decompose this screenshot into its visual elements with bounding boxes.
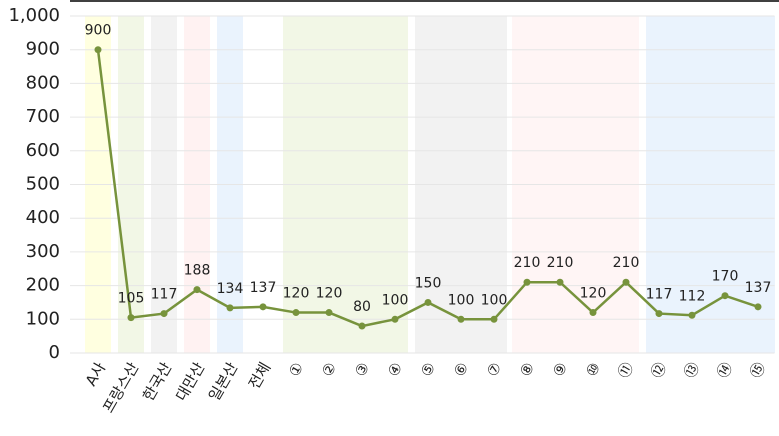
x-tick-label: A사 [82,359,110,389]
point [127,314,135,322]
point [688,311,696,319]
point [655,310,663,318]
data-label: 117 [151,287,178,303]
x-tick-label: ⑥ [450,359,472,380]
x-tick-label: 한국산 [139,359,175,404]
point [94,46,102,54]
data-label: 210 [514,255,541,271]
x-tick-label: ⑨ [549,359,571,380]
data-label: 120 [283,286,310,302]
y-tick-label: 200 [26,275,60,296]
x-tick-label: ⑩ [582,359,604,380]
y-tick-label: 700 [26,106,60,127]
data-label: 120 [316,286,343,302]
point [457,315,465,323]
data-label: 150 [415,275,442,291]
y-tick-label: 400 [26,207,60,228]
point [391,315,399,323]
y-tick-label: 1,000 [8,5,60,26]
point [358,322,366,330]
x-tick-label: ⑪ [614,359,637,381]
y-tick-label: 300 [26,241,60,262]
x-tick-label: ⑬ [680,359,703,381]
x-tick-label: 전체 [245,359,274,392]
point [589,309,597,317]
data-label: 80 [353,299,371,315]
data-label: 137 [745,280,772,296]
point [259,303,267,311]
data-label: 105 [118,291,145,307]
y-tick-label: 500 [26,174,60,195]
x-tick-label: ③ [351,359,373,380]
point [160,310,168,318]
point [490,315,498,323]
point [424,298,432,306]
data-label: 120 [580,286,607,302]
data-label: 188 [184,263,211,279]
data-label: 100 [448,292,475,308]
x-tick-label: ⑫ [647,359,670,381]
point [556,278,564,286]
x-tick-label: ④ [384,359,406,380]
y-tick-label: 0 [49,342,60,363]
y-tick-label: 800 [26,72,60,93]
point [226,304,234,312]
point [193,286,201,294]
data-label: 134 [217,281,244,297]
y-tick-label: 600 [26,140,60,161]
x-tick-label: ⑤ [417,359,439,380]
data-label: 100 [382,292,409,308]
y-tick-label: 900 [26,39,60,60]
x-tick-label: ⑭ [713,359,736,381]
point [754,303,762,311]
x-tick-label: 대만산 [172,359,208,404]
x-tick-label: ② [318,359,340,380]
point [622,278,630,286]
x-tick-label: ① [285,359,307,380]
data-label: 137 [250,280,277,296]
data-label: 210 [547,255,574,271]
data-label: 117 [646,287,673,303]
data-label: 900 [85,23,112,39]
data-label: 210 [613,255,640,271]
x-tick-label: 일본산 [205,359,241,404]
x-tick-label: ⑧ [516,359,538,380]
data-label: 112 [679,288,706,304]
point [325,309,333,317]
point [292,309,300,317]
x-tick-label: ⑮ [746,359,769,381]
data-label: 100 [481,292,508,308]
data-label: 170 [712,269,739,285]
point [721,292,729,300]
x-tick-label: ⑦ [483,359,505,380]
point [523,278,531,286]
y-tick-label: 100 [26,308,60,329]
